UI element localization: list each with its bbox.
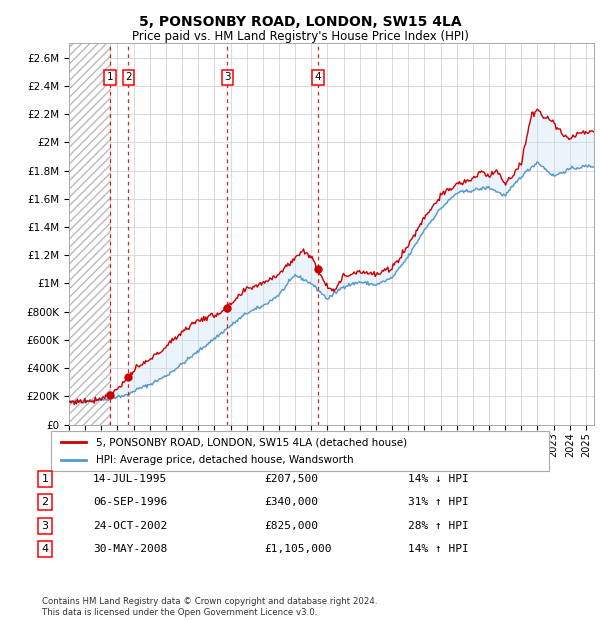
Text: 14% ↓ HPI: 14% ↓ HPI [408, 474, 469, 484]
Text: 4: 4 [314, 73, 321, 82]
Text: 2: 2 [41, 497, 49, 507]
Text: HPI: Average price, detached house, Wandsworth: HPI: Average price, detached house, Wand… [96, 455, 353, 465]
Text: 5, PONSONBY ROAD, LONDON, SW15 4LA: 5, PONSONBY ROAD, LONDON, SW15 4LA [139, 16, 461, 30]
Text: £825,000: £825,000 [264, 521, 318, 531]
Text: £1,105,000: £1,105,000 [264, 544, 331, 554]
Bar [69, 43, 110, 425]
Text: 31% ↑ HPI: 31% ↑ HPI [408, 497, 469, 507]
Text: 14% ↑ HPI: 14% ↑ HPI [408, 544, 469, 554]
Text: 5, PONSONBY ROAD, LONDON, SW15 4LA (detached house): 5, PONSONBY ROAD, LONDON, SW15 4LA (deta… [96, 437, 407, 447]
Text: 2: 2 [125, 73, 132, 82]
Text: 4: 4 [41, 544, 49, 554]
Text: 14-JUL-1995: 14-JUL-1995 [93, 474, 167, 484]
Text: 3: 3 [41, 521, 49, 531]
Text: 24-OCT-2002: 24-OCT-2002 [93, 521, 167, 531]
Text: £340,000: £340,000 [264, 497, 318, 507]
Text: 06-SEP-1996: 06-SEP-1996 [93, 497, 167, 507]
Text: 28% ↑ HPI: 28% ↑ HPI [408, 521, 469, 531]
Text: 30-MAY-2008: 30-MAY-2008 [93, 544, 167, 554]
Text: 1: 1 [107, 73, 113, 82]
Text: 1: 1 [41, 474, 49, 484]
Text: Contains HM Land Registry data © Crown copyright and database right 2024.
This d: Contains HM Land Registry data © Crown c… [42, 598, 377, 617]
Text: 3: 3 [224, 73, 231, 82]
FancyBboxPatch shape [51, 431, 549, 471]
Text: £207,500: £207,500 [264, 474, 318, 484]
Text: Price paid vs. HM Land Registry's House Price Index (HPI): Price paid vs. HM Land Registry's House … [131, 30, 469, 43]
